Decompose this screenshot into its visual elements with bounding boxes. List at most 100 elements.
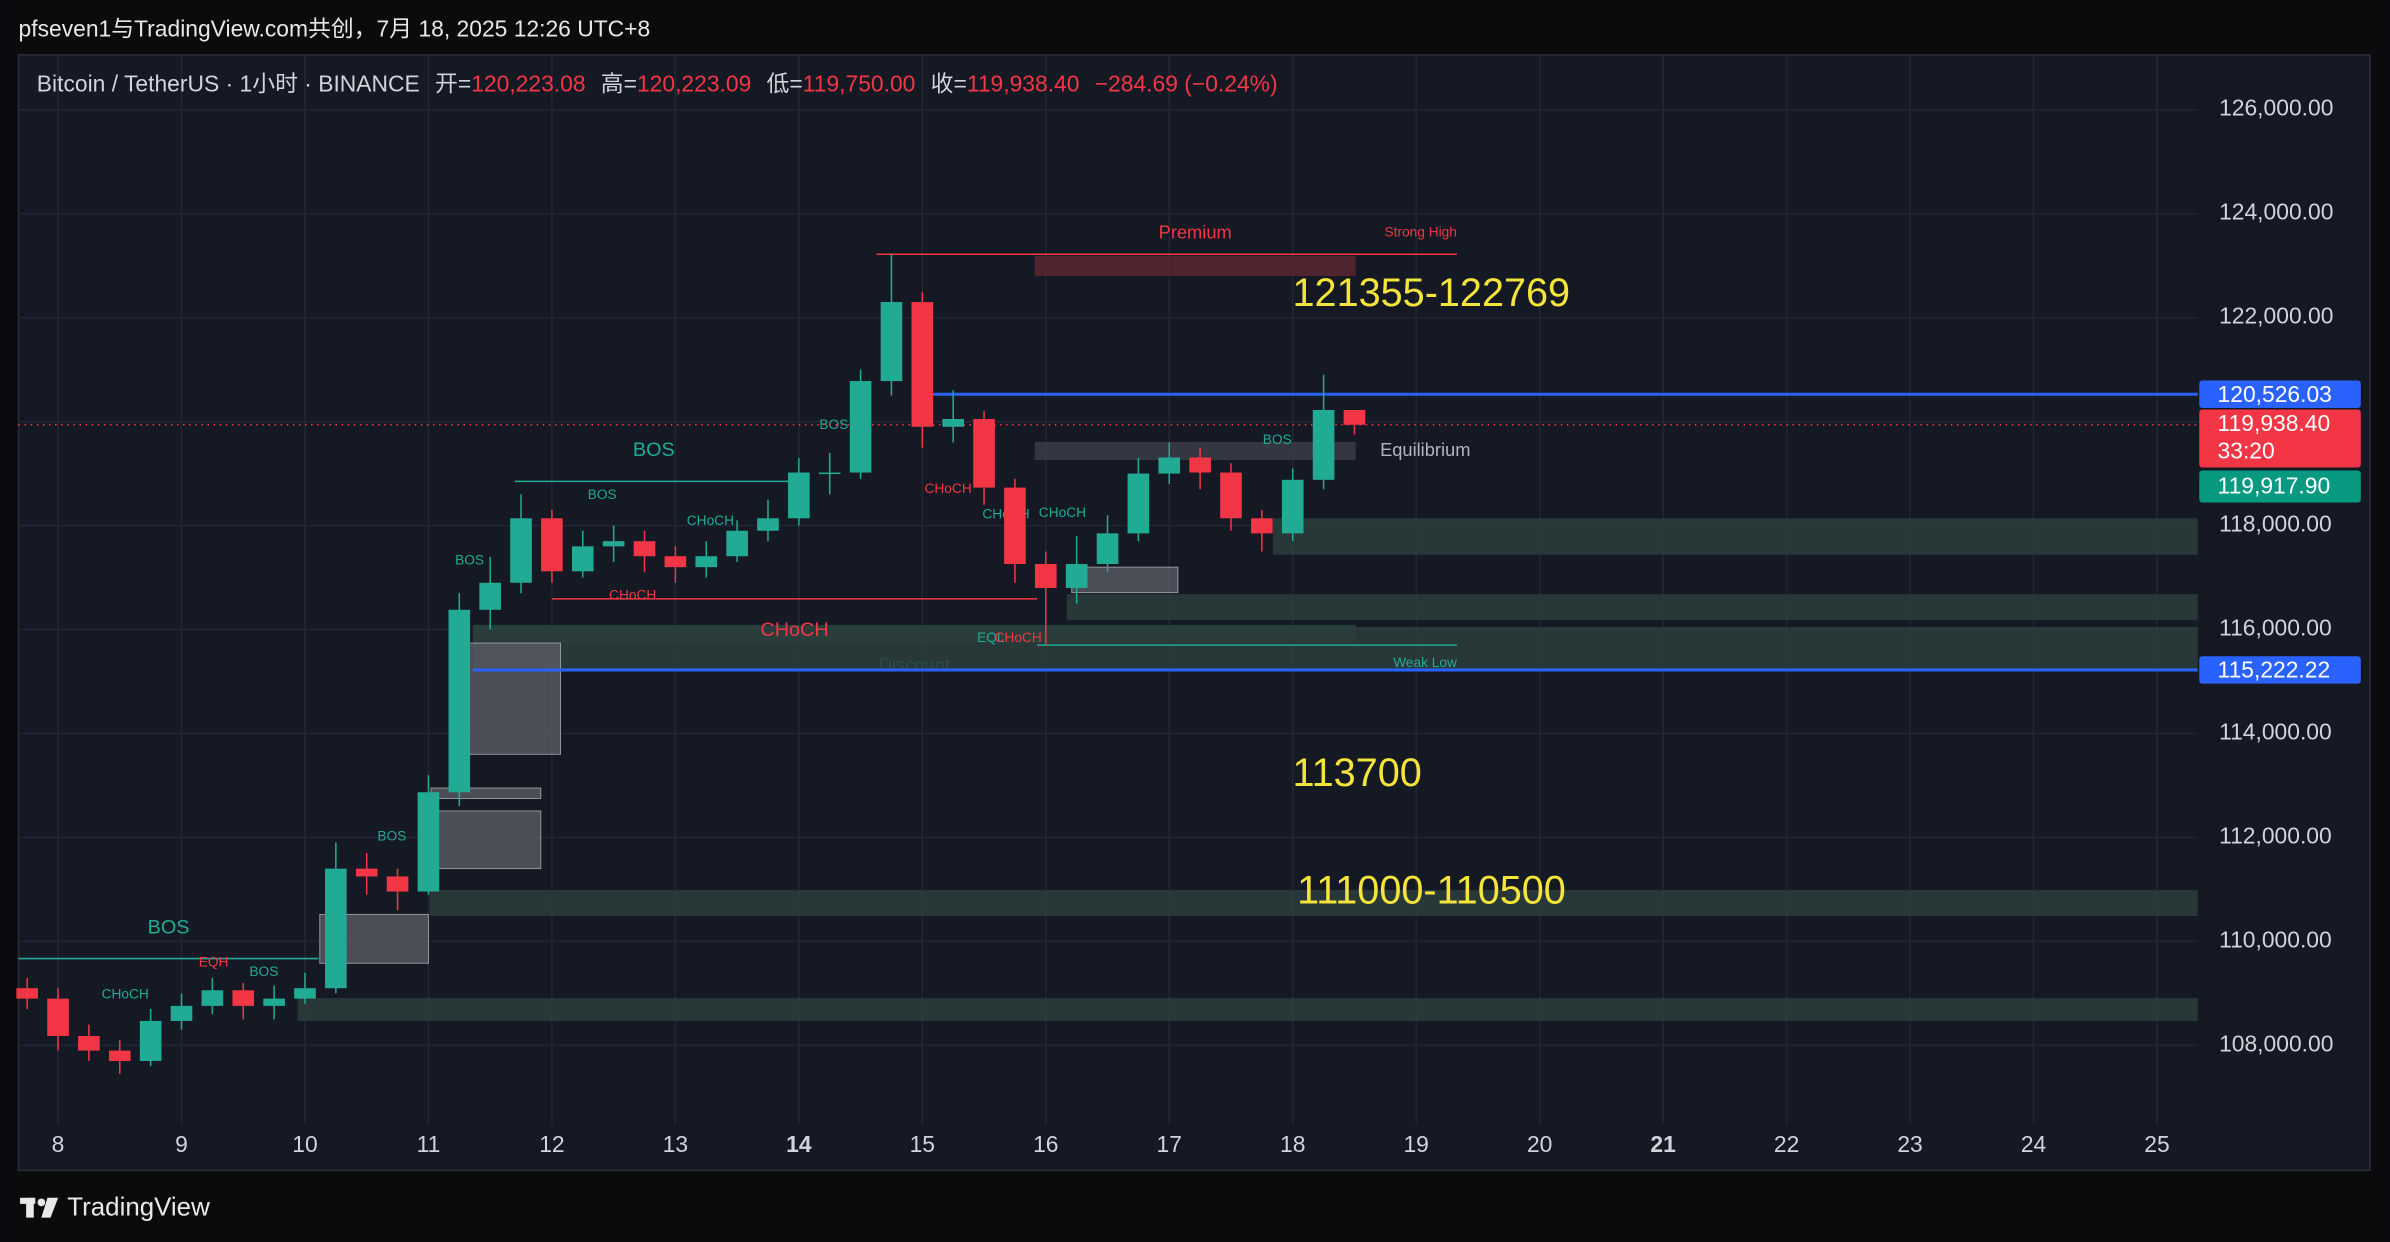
ohlc-value: 120,223.08 bbox=[471, 70, 585, 96]
candle-body bbox=[541, 518, 563, 572]
structure-label: BOS bbox=[1263, 432, 1292, 447]
grid bbox=[18, 54, 2198, 1125]
structure-label: BOS bbox=[819, 417, 848, 432]
y-tick-label: 122,000.00 bbox=[2219, 303, 2333, 329]
x-tick-label: 19 bbox=[1403, 1131, 1428, 1157]
candle-body bbox=[294, 988, 316, 999]
structure-label: EQL bbox=[977, 630, 1005, 645]
logo bbox=[20, 1197, 59, 1218]
last-price-label: 119,938.40 bbox=[2218, 410, 2331, 436]
candle-body bbox=[479, 582, 501, 610]
candle-body bbox=[911, 302, 934, 427]
annotation: 111000-110500 bbox=[1297, 868, 1566, 912]
candle-body bbox=[417, 792, 440, 892]
logo-part bbox=[37, 1198, 46, 1207]
candle-body bbox=[664, 556, 687, 568]
structure-label: BOS bbox=[455, 552, 484, 567]
x-tick-label: 8 bbox=[52, 1131, 65, 1157]
ohlc-value: 120,223.09 bbox=[637, 70, 751, 96]
candle-body bbox=[1127, 473, 1150, 534]
y-tick-label: 114,000.00 bbox=[2219, 719, 2332, 745]
level-label: Strong High bbox=[1385, 225, 1457, 240]
structure-label: CHoCH bbox=[995, 630, 1042, 645]
candle-body bbox=[726, 530, 748, 557]
y-tick-label: 108,000.00 bbox=[2219, 1030, 2333, 1056]
x-tick-label: 25 bbox=[2144, 1131, 2169, 1157]
candle-body bbox=[849, 381, 872, 473]
zone bbox=[430, 810, 542, 870]
legend: Bitcoin / TetherUS · 1小时 · BINANCE 开=120,… bbox=[37, 70, 1278, 96]
candle-body bbox=[108, 1050, 131, 1061]
candle-body bbox=[695, 556, 718, 568]
structure-label: CHoCH bbox=[687, 513, 734, 528]
candle-body bbox=[788, 472, 810, 519]
zone-label: Premium bbox=[1159, 222, 1232, 243]
level-label: BOS bbox=[633, 439, 675, 461]
ohlc-key: 低= bbox=[767, 70, 803, 96]
price-tag bbox=[2199, 380, 2361, 408]
candle-body bbox=[973, 418, 995, 488]
structure-label: BOS bbox=[377, 828, 406, 843]
y-tick-label: 118,000.00 bbox=[2219, 511, 2332, 537]
candle-body bbox=[386, 876, 409, 892]
candle-body bbox=[139, 1020, 162, 1061]
x-tick-label: 11 bbox=[417, 1131, 441, 1157]
price-tag-label: 120,526.03 bbox=[2218, 381, 2332, 407]
zone bbox=[1071, 566, 1179, 594]
logo-part bbox=[26, 1197, 34, 1218]
zone bbox=[1034, 441, 1356, 461]
level-label: BOS bbox=[148, 916, 190, 938]
x-tick-label: 12 bbox=[539, 1131, 564, 1157]
candle-body bbox=[1251, 518, 1273, 534]
annotation: 121355-122769 bbox=[1293, 271, 1571, 315]
structure-label: BOS bbox=[249, 964, 278, 979]
candle-body bbox=[78, 1036, 100, 1051]
structure-label: BOS bbox=[588, 487, 617, 502]
zone bbox=[297, 998, 2198, 1021]
zone bbox=[429, 889, 2198, 916]
candle-body bbox=[942, 418, 964, 427]
x-tick-label: 14 bbox=[786, 1131, 812, 1157]
price-tag-label: 115,222.22 bbox=[2218, 657, 2331, 683]
x-tick-label: 9 bbox=[175, 1131, 188, 1157]
candle-body bbox=[1158, 457, 1181, 474]
logo-part bbox=[41, 1197, 59, 1218]
zone bbox=[1066, 594, 2198, 621]
ohlc-key: 开= bbox=[435, 70, 471, 96]
x-tick-label: 24 bbox=[2021, 1131, 2047, 1157]
structure-label: EQH bbox=[199, 955, 229, 970]
y-tick-label: 110,000.00 bbox=[2219, 926, 2332, 952]
candle-body bbox=[201, 990, 224, 1006]
candle-body bbox=[1312, 410, 1335, 480]
candle-body bbox=[510, 518, 532, 583]
ohlc-value: 119,750.00 bbox=[803, 70, 916, 96]
candle-body bbox=[1189, 457, 1211, 473]
candle-body bbox=[880, 302, 903, 382]
x-tick-label: 13 bbox=[663, 1131, 688, 1157]
zone bbox=[1272, 518, 2198, 555]
x-tick-label: 18 bbox=[1280, 1131, 1305, 1157]
candle-body bbox=[325, 868, 347, 989]
candle-body bbox=[1220, 472, 1242, 519]
candle-body bbox=[571, 546, 594, 572]
ohlc-key: 收= bbox=[931, 70, 967, 96]
ohlc-key: 高= bbox=[601, 70, 637, 96]
symbol: Bitcoin / TetherUS · 1小时 · BINANCE bbox=[37, 70, 420, 96]
candle-body bbox=[757, 518, 779, 531]
price-tag bbox=[2199, 656, 2361, 684]
candle-body bbox=[47, 998, 69, 1037]
zone bbox=[1034, 255, 1356, 277]
brand: TradingView bbox=[67, 1193, 210, 1221]
candle-body bbox=[1004, 487, 1026, 565]
ohlc-value: 119,938.40 bbox=[967, 70, 1080, 96]
candle-body bbox=[355, 868, 378, 877]
candle-body bbox=[1034, 564, 1057, 588]
candle-body bbox=[1065, 564, 1088, 588]
x-tick-label: 22 bbox=[1774, 1131, 1799, 1157]
candle-body bbox=[232, 990, 255, 1006]
candle-body bbox=[16, 988, 38, 999]
candle-body bbox=[1096, 533, 1119, 565]
candle-body bbox=[602, 541, 625, 547]
bid-tag bbox=[2199, 470, 2361, 503]
